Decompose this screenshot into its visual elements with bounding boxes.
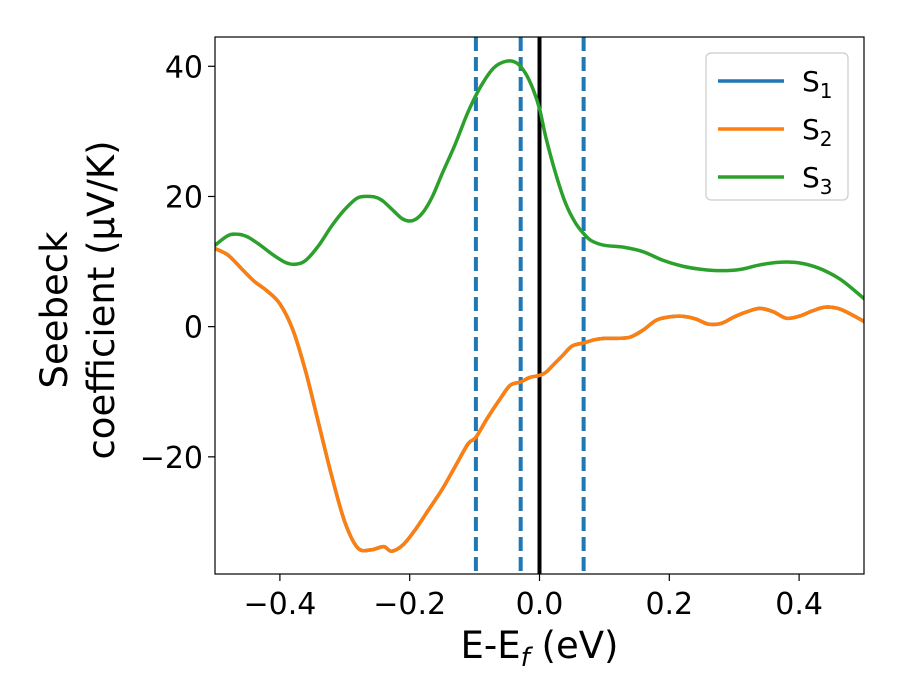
y-tick-label: 0	[184, 311, 203, 346]
x-tick-label: −0.4	[243, 587, 316, 622]
x-axis: −0.4 −0.2 0.0 0.2 0.4	[243, 574, 823, 622]
plot-area	[215, 37, 864, 574]
y-axis-title: Seebeck coefficient (μV/K)	[33, 140, 123, 459]
x-axis-title-unit: (eV)	[530, 624, 619, 667]
x-axis-title: E-Ef (eV)	[461, 624, 619, 673]
legend-box	[705, 52, 849, 201]
legend-label-s1: S1	[802, 65, 833, 103]
y-tick-label: 40	[165, 50, 203, 85]
x-tick-label: 0.0	[516, 587, 564, 622]
y-axis-title-line1: Seebeck	[33, 231, 76, 389]
x-tick-label: 0.2	[645, 587, 693, 622]
legend-label-s2: S2	[802, 113, 833, 151]
y-axis: −20 0 20 40	[140, 50, 215, 476]
x-tick-label: −0.2	[373, 587, 446, 622]
series-line-s2	[215, 246, 864, 553]
x-tick-label: 0.4	[775, 587, 823, 622]
legend: S1 S2 S3	[705, 52, 849, 201]
series-line-s3	[215, 59, 864, 301]
x-axis-title-main: E-E	[461, 624, 521, 667]
y-tick-label: −20	[140, 441, 203, 476]
y-axis-title-line2: coefficient (μV/K)	[80, 140, 123, 459]
y-tick-label: 20	[165, 180, 203, 215]
legend-label-s3: S3	[802, 161, 833, 199]
